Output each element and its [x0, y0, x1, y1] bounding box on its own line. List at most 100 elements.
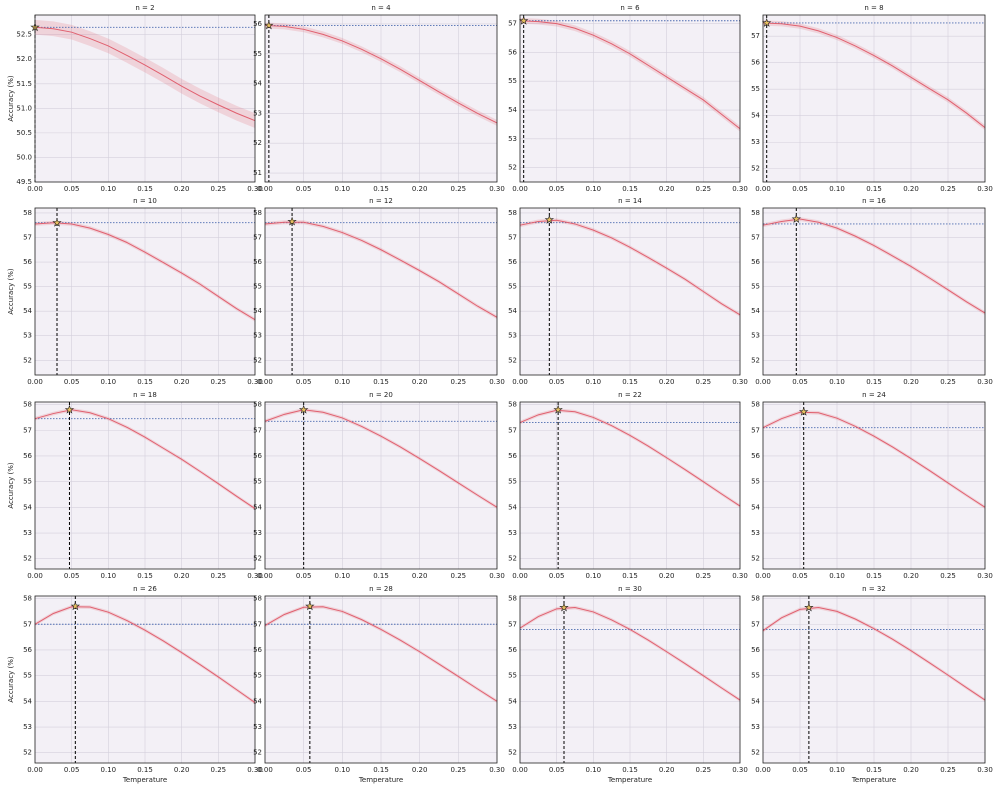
x-tick-label: 0.25	[940, 185, 956, 193]
y-tick-label: 55	[253, 672, 262, 680]
y-tick-label: 56	[508, 452, 517, 460]
error-band	[763, 605, 985, 702]
x-tick-label: 0.15	[866, 378, 882, 386]
x-tick-label: 0.15	[622, 185, 638, 193]
x-tick-label: 0.15	[373, 378, 389, 386]
y-tick-label: 57	[508, 620, 517, 628]
y-tick-label: 58	[253, 209, 262, 217]
line	[519, 20, 741, 130]
x-tick-label: 0.30	[247, 185, 263, 193]
axes-frame	[519, 207, 741, 376]
y-tick-label: 52	[508, 164, 517, 172]
y-tick-label: 56	[508, 258, 517, 266]
y-tick-label: 54	[751, 112, 760, 120]
axes-frame	[264, 14, 498, 183]
y-tick-label: 58	[253, 595, 262, 603]
y-axis-label: Accuracy (%)	[7, 268, 15, 315]
y-axis-label: Accuracy (%)	[7, 656, 15, 703]
x-tick-label: 0.25	[940, 766, 956, 774]
x-tick-label: 0.10	[829, 766, 845, 774]
x-tick-label: 0.05	[549, 766, 565, 774]
axes-frame	[519, 401, 741, 570]
y-tick-label: 52.0	[16, 55, 32, 63]
y-tick-label: 53	[751, 138, 760, 146]
y-tick-label: 58	[508, 401, 517, 409]
axes-frame	[264, 595, 498, 764]
x-tick-label: 0.20	[174, 378, 190, 386]
x-tick-label: 0.15	[373, 766, 389, 774]
x-tick-label: 0.10	[829, 185, 845, 193]
y-tick-label: 52	[751, 555, 760, 563]
error-band	[35, 19, 255, 128]
x-tick-label: 0.05	[792, 185, 808, 193]
y-tick-label: 55	[23, 283, 32, 291]
y-tick-label: 53	[253, 529, 262, 537]
subplot-title: n = 10	[133, 197, 157, 205]
x-tick-label: 0.10	[101, 766, 117, 774]
x-axis-label: Temperature	[122, 776, 167, 784]
x-tick-label: 0.20	[412, 378, 428, 386]
x-tick-label: 0.30	[489, 766, 505, 774]
y-tick-label: 51	[253, 169, 262, 177]
y-tick-label: 54	[751, 307, 760, 315]
y-tick-label: 55	[508, 283, 517, 291]
y-tick-label: 57	[253, 233, 262, 241]
x-tick-label: 0.25	[696, 185, 712, 193]
error-band	[265, 604, 497, 704]
x-tick-label: 0.20	[174, 185, 190, 193]
line	[34, 222, 256, 321]
y-tick-label: 56	[751, 452, 760, 460]
y-tick-label: 52	[751, 356, 760, 364]
x-tick-label: 0.05	[549, 572, 565, 580]
x-tick-label: 0.25	[451, 572, 467, 580]
line	[519, 219, 741, 316]
y-tick-label: 53	[508, 135, 517, 143]
x-tick-label: 0.10	[829, 572, 845, 580]
axes-frame	[762, 14, 986, 183]
y-tick-label: 51.0	[16, 104, 32, 112]
x-tick-label: 0.10	[829, 378, 845, 386]
subplot-title: n = 20	[369, 391, 393, 399]
y-tick-label: 52	[23, 555, 32, 563]
x-axis-label: Temperature	[607, 776, 652, 784]
x-tick-label: 0.30	[732, 185, 748, 193]
x-tick-label: 0.30	[732, 572, 748, 580]
axes-frame	[34, 401, 256, 570]
y-tick-label: 56	[253, 258, 262, 266]
x-tick-label: 0.05	[549, 185, 565, 193]
best-marker	[518, 15, 529, 25]
x-tick-label: 0.15	[137, 572, 153, 580]
y-tick-label: 53	[23, 529, 32, 537]
y-tick-label: 56	[751, 258, 760, 266]
x-tick-label: 0.30	[247, 766, 263, 774]
x-tick-label: 0.20	[412, 185, 428, 193]
x-tick-label: 0.00	[27, 766, 43, 774]
line	[762, 22, 986, 129]
line	[264, 24, 498, 124]
y-tick-label: 52	[508, 555, 517, 563]
line	[519, 607, 741, 701]
y-tick-label: 57	[253, 426, 262, 434]
y-tick-label: 53	[751, 723, 760, 731]
y-tick-label: 52	[253, 749, 262, 757]
x-tick-label: 0.25	[451, 185, 467, 193]
y-tick-label: 57	[508, 20, 517, 28]
x-tick-label: 0.20	[659, 572, 675, 580]
x-tick-label: 0.25	[696, 766, 712, 774]
line	[762, 607, 986, 701]
y-tick-label: 52	[253, 356, 262, 364]
subplot-title: n = 14	[618, 197, 642, 205]
y-tick-label: 53	[23, 723, 32, 731]
x-tick-label: 0.15	[373, 572, 389, 580]
y-tick-label: 56	[253, 646, 262, 654]
y-tick-label: 53	[508, 529, 517, 537]
y-tick-label: 56	[253, 20, 262, 28]
y-tick-label: 58	[751, 209, 760, 217]
y-tick-label: 54	[508, 106, 517, 114]
best-marker	[553, 404, 563, 414]
x-tick-label: 0.05	[296, 572, 312, 580]
x-tick-label: 0.25	[211, 766, 227, 774]
x-tick-label: 0.10	[586, 572, 602, 580]
x-tick-label: 0.10	[335, 572, 351, 580]
